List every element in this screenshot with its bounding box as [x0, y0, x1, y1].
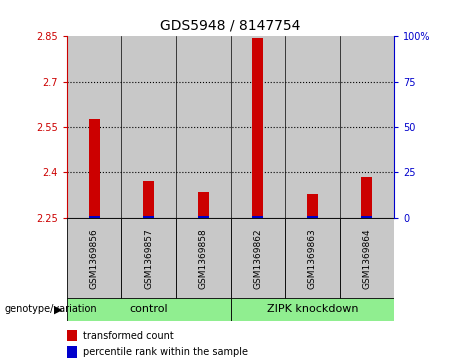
- Bar: [89, 216, 100, 218]
- Text: GSM1369863: GSM1369863: [308, 228, 317, 289]
- Text: percentile rank within the sample: percentile rank within the sample: [83, 347, 248, 357]
- Title: GDS5948 / 8147754: GDS5948 / 8147754: [160, 19, 301, 32]
- Text: GSM1369862: GSM1369862: [253, 228, 262, 289]
- Text: ZIPK knockdown: ZIPK knockdown: [266, 305, 358, 314]
- Bar: [252, 216, 263, 218]
- Bar: [285, 36, 340, 218]
- Bar: [307, 216, 318, 218]
- Bar: [340, 218, 394, 299]
- Bar: [121, 218, 176, 299]
- Bar: [361, 216, 372, 218]
- Bar: [67, 36, 121, 218]
- Bar: [285, 218, 340, 299]
- Text: GSM1369857: GSM1369857: [144, 228, 153, 289]
- Bar: [67, 298, 230, 321]
- Bar: [252, 38, 263, 218]
- Bar: [143, 216, 154, 218]
- Text: transformed count: transformed count: [83, 331, 174, 341]
- Bar: [361, 177, 372, 218]
- Bar: [230, 218, 285, 299]
- Text: ▶: ▶: [54, 305, 62, 314]
- Bar: [121, 36, 176, 218]
- Text: GSM1369856: GSM1369856: [89, 228, 99, 289]
- Bar: [89, 119, 100, 218]
- Text: GSM1369864: GSM1369864: [362, 228, 372, 289]
- Text: control: control: [130, 305, 168, 314]
- Bar: [143, 182, 154, 218]
- Bar: [67, 346, 77, 358]
- Bar: [176, 218, 230, 299]
- Bar: [198, 216, 209, 218]
- Bar: [230, 36, 285, 218]
- Bar: [340, 36, 394, 218]
- Bar: [67, 330, 77, 341]
- Text: GSM1369858: GSM1369858: [199, 228, 208, 289]
- Bar: [198, 192, 209, 218]
- Bar: [176, 36, 230, 218]
- Bar: [67, 218, 121, 299]
- Bar: [230, 298, 394, 321]
- Bar: [307, 193, 318, 218]
- Text: genotype/variation: genotype/variation: [5, 305, 97, 314]
